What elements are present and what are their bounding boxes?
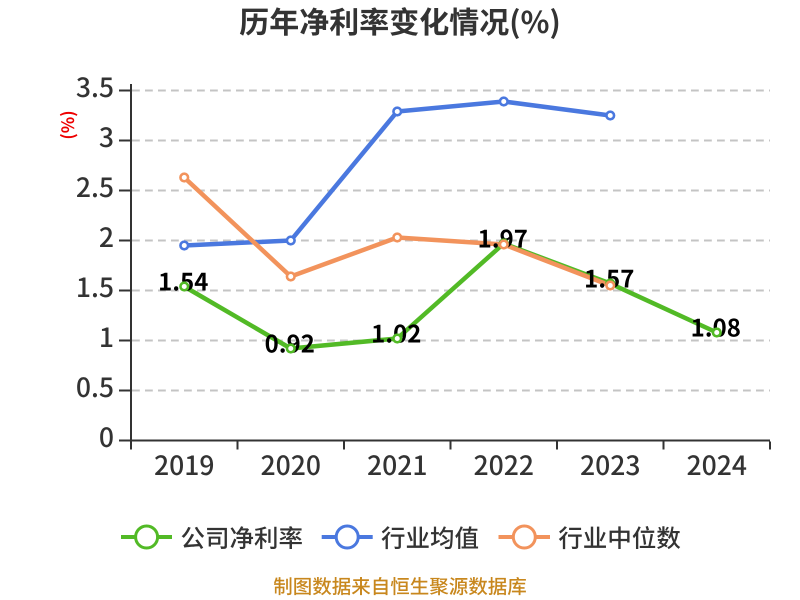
y-tick-label-2 xyxy=(99,227,113,247)
chart-title-text xyxy=(239,7,559,40)
legend-label xyxy=(181,526,302,550)
series-line xyxy=(182,241,719,351)
legend-label xyxy=(558,526,681,550)
legend-circle-icon xyxy=(334,524,360,550)
x-tick-label-2020 xyxy=(261,455,320,476)
y-tick-label-3 xyxy=(99,127,113,148)
series-markers-industry-median xyxy=(179,172,616,291)
data-point-marker xyxy=(179,281,190,292)
series-markers-industry-average xyxy=(179,96,616,251)
data-point-marker xyxy=(285,271,296,282)
series-line xyxy=(182,175,613,288)
footer-data-source xyxy=(273,577,526,596)
x-tick-label-2024 xyxy=(687,455,747,476)
legend-circle-icon xyxy=(511,524,537,550)
x-axis-tick-labels xyxy=(155,455,747,476)
chart-title xyxy=(239,7,559,40)
legend xyxy=(121,524,681,550)
series-line-industry-median xyxy=(182,175,613,288)
data-point-marker xyxy=(498,239,509,250)
data-point-marker xyxy=(285,235,296,246)
data-point-marker xyxy=(392,333,403,344)
series-line-industry-average xyxy=(182,99,613,248)
data-point-marker xyxy=(605,110,616,121)
y-tick-label-1 xyxy=(101,327,113,347)
data-point-marker xyxy=(392,232,403,243)
y-tick-label-0.5 xyxy=(77,377,113,398)
y-tick-label-2.5 xyxy=(76,177,113,198)
legend-item-industry-median[interactable] xyxy=(498,524,681,550)
footer-text xyxy=(273,577,526,596)
x-tick-label-2022 xyxy=(474,455,533,476)
y-axis-unit-text xyxy=(59,111,78,139)
x-tick-label-2019 xyxy=(155,455,214,476)
data-point-markers xyxy=(179,96,722,354)
legend-label xyxy=(381,526,479,550)
series-lines xyxy=(182,99,719,351)
legend-circle-icon xyxy=(134,524,160,550)
legend-item-company-net-margin[interactable] xyxy=(121,524,302,550)
series-line-company-net-margin xyxy=(182,241,719,351)
x-tick-label-2023 xyxy=(581,455,639,476)
y-tick-label-3.5 xyxy=(76,77,113,98)
axes xyxy=(119,84,771,450)
data-point-marker xyxy=(285,343,296,354)
data-point-marker xyxy=(711,327,722,338)
x-tick-label-2021 xyxy=(368,455,426,476)
series-line xyxy=(182,99,613,248)
legend-item-industry-average[interactable] xyxy=(321,524,479,550)
y-axis-unit-label xyxy=(59,111,78,139)
y-axis-tick-labels xyxy=(76,77,113,448)
data-point-marker xyxy=(392,106,403,117)
y-tick-label-1.5 xyxy=(78,277,113,298)
data-point-marker xyxy=(179,172,190,183)
data-point-marker xyxy=(605,280,616,291)
data-point-marker xyxy=(498,96,509,107)
y-tick-label-0 xyxy=(100,427,113,448)
data-point-marker xyxy=(179,240,190,251)
